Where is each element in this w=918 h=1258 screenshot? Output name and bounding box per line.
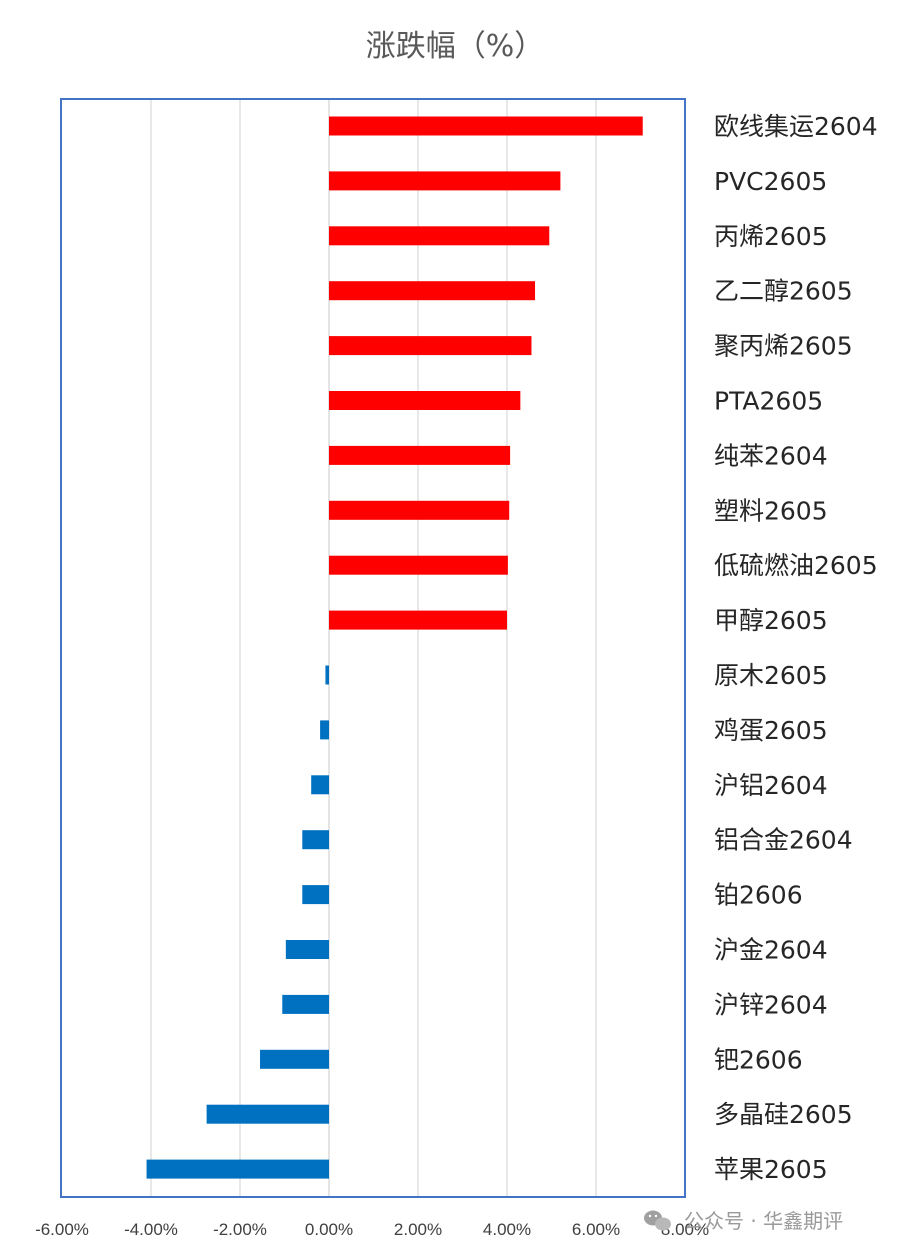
x-tick-label: -2.00% [213,1220,267,1239]
bar-1 [329,116,643,136]
bar-11 [325,665,329,685]
x-axis-tick-labels: -6.00% -4.00% -2.00% 0.00% 2.00% 4.00% 6.00% 8.… [35,1220,709,1239]
category-label: 沪金2604 [714,936,828,965]
bar-16 [285,940,329,959]
bar-13 [311,775,329,795]
x-tick-label: 6.00% [572,1220,620,1239]
watermark: 公众号 · 华鑫期评 [644,1209,843,1233]
category-label: 鸡蛋2605 [714,716,828,745]
bar-9 [329,555,508,575]
bar-5 [329,336,532,356]
bar-4 [329,281,536,301]
bar-6 [329,391,521,410]
bar-19 [206,1104,329,1124]
category-label: 钯2606 [714,1045,803,1074]
gridlines [150,99,597,1197]
bar-15 [302,885,329,905]
category-label: 原木2605 [714,661,828,690]
bar-12 [320,720,329,740]
bar-14 [302,830,329,850]
bar-20 [146,1159,329,1179]
bars [146,116,643,1179]
bar-2 [329,171,561,191]
category-label: 甲醇2605 [714,606,828,635]
category-label: 乙二醇2605 [714,277,853,306]
category-label: 欧线集运2604 [714,112,878,141]
plot-area-frame [60,98,686,1198]
category-label: 丙烯2605 [714,222,828,251]
x-tick-label: -6.00% [35,1220,89,1239]
category-label: 低硫燃油2605 [714,551,878,580]
watermark-text: 公众号 · 华鑫期评 [684,1209,843,1233]
bar-3 [329,226,550,246]
category-label: 多晶硅2605 [714,1100,853,1129]
x-tick-label: 8.00% [661,1220,709,1239]
chart-title: 涨跌幅（%） [366,29,545,64]
category-label: 沪铝2604 [714,771,828,800]
category-labels: 欧线集运2604 PVC2605 丙烯2605 乙二醇2605 聚丙烯2605 PTA26… [714,112,878,1184]
x-tick-label: 4.00% [483,1220,531,1239]
category-label: 聚丙烯2605 [714,332,853,361]
bar-17 [282,994,329,1014]
wechat-icon [644,1210,671,1231]
category-label: 铝合金2604 [714,826,853,855]
category-label: 铂2606 [714,881,803,910]
x-tick-label: -4.00% [124,1220,178,1239]
x-tick-label: 2.00% [394,1220,442,1239]
category-label: 塑料2605 [714,496,828,525]
bar-8 [329,500,510,520]
category-label: 沪锌2604 [714,990,828,1019]
bar-7 [329,445,511,465]
category-label: PVC2605 [714,167,827,196]
category-label: PTA2605 [714,387,823,416]
bar-18 [260,1049,329,1069]
x-tick-label: 0.00% [305,1220,353,1239]
category-label: 纯苯2604 [714,441,828,470]
bar-10 [329,610,507,630]
category-label: 苹果2605 [714,1155,828,1184]
